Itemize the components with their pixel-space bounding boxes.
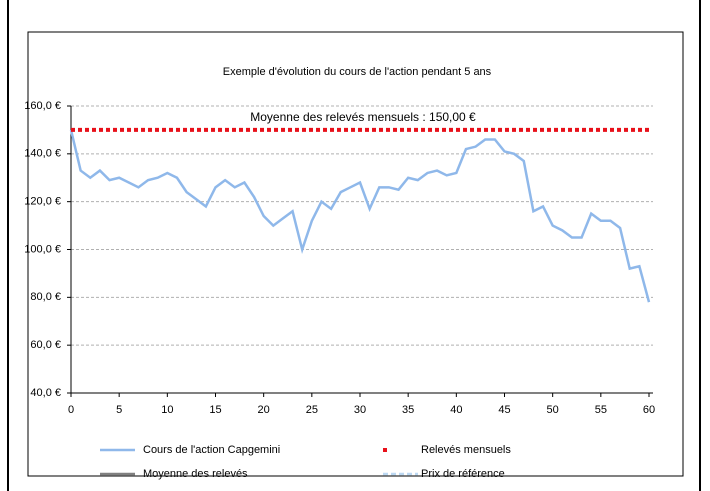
legend-label: Prix de référence xyxy=(421,468,505,480)
y-tick-label: 80,0 € xyxy=(30,291,61,303)
y-tick-label: 40,0 € xyxy=(30,387,61,399)
x-tick-label: 45 xyxy=(498,404,510,416)
x-tick-label: 50 xyxy=(547,404,559,416)
line xyxy=(69,129,651,303)
legend-swatch xyxy=(383,448,387,452)
legend-label: Cours de l'action Capgemini xyxy=(143,444,280,456)
x-tick-label: 5 xyxy=(116,404,122,416)
x-tick-label: 25 xyxy=(306,404,318,416)
y-tick-label: 120,0 € xyxy=(24,196,61,208)
y-tick-label: 100,0 € xyxy=(24,243,61,255)
x-tick-label: 20 xyxy=(258,404,270,416)
chart-frame xyxy=(27,31,684,477)
x-tick-label: 40 xyxy=(450,404,462,416)
y-tick-label: 60,0 € xyxy=(30,339,61,351)
y-tick-label: 160,0 € xyxy=(24,100,61,112)
x-tick-label: 60 xyxy=(643,404,655,416)
legend-label: Relevés mensuels xyxy=(421,444,511,456)
x-tick-label: 15 xyxy=(209,404,221,416)
x-tick-label: 30 xyxy=(354,404,366,416)
annotation: Moyenne des relevés mensuels : 150,00 € xyxy=(250,110,476,124)
x-tick-label: 0 xyxy=(68,404,74,416)
y-tick-label: 140,0 € xyxy=(24,148,61,160)
legend-label: Moyenne des relevés xyxy=(143,468,248,480)
x-tick-label: 55 xyxy=(595,404,607,416)
chart-title: Exemple d'évolution du cours de l'action… xyxy=(223,66,492,78)
x-tick-label: 35 xyxy=(402,404,414,416)
outer-frame xyxy=(7,0,701,491)
x-tick-label: 10 xyxy=(161,404,173,416)
